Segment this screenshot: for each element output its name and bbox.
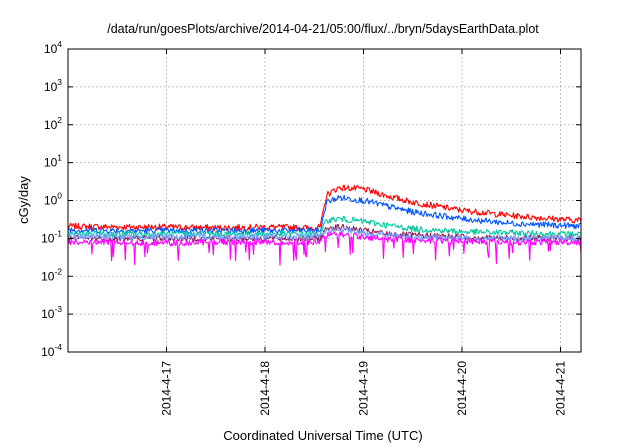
y-tick-base: 10 [44, 118, 58, 132]
y-tick-exponent: -4 [54, 342, 62, 352]
y-tick-label: 10-4 [41, 342, 62, 359]
y-tick-label: 104 [44, 39, 62, 56]
y-tick-exponent: -2 [54, 266, 62, 276]
y-tick-exponent: 0 [57, 191, 62, 201]
y-tick-exponent: 2 [57, 115, 62, 125]
y-tick-base: 10 [44, 80, 58, 94]
x-axis-label: Coordinated Universal Time (UTC) [223, 428, 422, 443]
x-tick-label: 2014-4-19 [356, 361, 370, 416]
x-tick-label: 2014-4-18 [258, 361, 272, 416]
series-line-5 [67, 226, 582, 242]
y-tick-exponent: -1 [54, 228, 62, 238]
x-tick-label: 2014-4-21 [553, 361, 567, 416]
y-tick-base: 10 [44, 156, 58, 170]
series-layer [67, 184, 582, 266]
y-tick-label: 100 [44, 191, 62, 208]
y-tick-label: 10-3 [41, 304, 62, 321]
y-tick-base: 10 [41, 345, 55, 359]
x-tick-label: 2014-4-17 [159, 361, 173, 416]
y-tick-label: 10-1 [41, 228, 62, 245]
grid-lines [68, 49, 581, 352]
y-tick-exponent: -3 [54, 304, 62, 314]
y-tick-exponent: 4 [57, 39, 62, 49]
y-tick-label: 102 [44, 115, 62, 132]
y-tick-base: 10 [44, 194, 58, 208]
y-tick-label: 101 [44, 153, 62, 170]
y-tick-label: 10-2 [41, 266, 62, 283]
y-tick-base: 10 [44, 42, 58, 56]
y-axis-label: cGy/day [16, 176, 31, 224]
y-tick-label: 103 [44, 77, 62, 94]
x-axis-ticks: 2014-4-17 2014-4-18 2014-4-19 2014-4-20 2014… [159, 49, 567, 416]
y-tick-base: 10 [41, 269, 55, 283]
series-line-6 [67, 231, 582, 266]
x-tick-label: 2014-4-20 [455, 361, 469, 416]
y-tick-base: 10 [41, 231, 55, 245]
y-tick-exponent: 1 [57, 153, 62, 163]
series-line-1 [67, 184, 582, 232]
y-tick-base: 10 [41, 307, 55, 321]
chart-title: /data/run/goesPlots/archive/2014-04-21/0… [107, 22, 539, 36]
y-tick-exponent: 3 [57, 77, 62, 87]
